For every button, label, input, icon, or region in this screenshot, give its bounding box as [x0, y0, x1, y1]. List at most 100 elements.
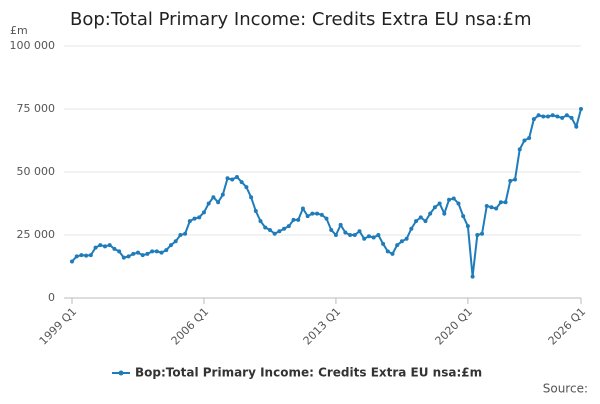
point [381, 241, 386, 246]
point [546, 114, 551, 119]
point [517, 147, 522, 152]
point [107, 243, 112, 248]
point [465, 224, 470, 229]
point [305, 214, 310, 219]
point [404, 236, 409, 241]
point [456, 201, 461, 206]
point [211, 195, 216, 200]
source: Source: [543, 382, 588, 396]
point [102, 244, 107, 249]
legend-label: Bop:Total Primary Income: Credits Extra … [135, 366, 482, 380]
point [560, 115, 565, 120]
point [564, 113, 569, 118]
point [333, 233, 338, 237]
y-tick-label: 50 000 [17, 165, 56, 178]
point [432, 205, 437, 210]
point [70, 259, 74, 264]
point [324, 216, 329, 221]
point [550, 113, 555, 118]
point [178, 233, 183, 237]
point [164, 248, 169, 253]
point [168, 243, 173, 248]
point [79, 253, 84, 258]
point [296, 217, 301, 222]
point [126, 254, 131, 259]
point [112, 246, 117, 251]
point [249, 195, 254, 200]
y-unit: £m [10, 24, 28, 37]
point [329, 227, 334, 232]
point [291, 217, 296, 222]
point [484, 204, 489, 209]
point [569, 115, 574, 120]
point [531, 117, 536, 122]
point [579, 107, 583, 111]
x-tick-label: 2026 Q1 [546, 305, 589, 348]
point [555, 114, 560, 119]
point [201, 210, 206, 215]
point [385, 249, 390, 254]
y-tick-label: 100 000 [10, 39, 56, 52]
point [536, 113, 541, 118]
point [173, 239, 178, 244]
point [282, 226, 287, 231]
point [263, 225, 268, 230]
point [267, 227, 272, 232]
point [437, 201, 442, 206]
x-tick-label: 2006 Q1 [169, 305, 212, 348]
point [366, 234, 371, 239]
point [423, 219, 428, 224]
x-tick-label: 2013 Q1 [301, 305, 344, 348]
y-tick-label: 0 [48, 291, 55, 304]
point [135, 250, 140, 255]
point [234, 175, 239, 180]
point [286, 224, 291, 229]
point [140, 253, 145, 258]
point [513, 177, 518, 182]
point [310, 211, 315, 216]
point [183, 231, 188, 236]
point [131, 251, 136, 256]
point [470, 274, 475, 279]
point [117, 249, 122, 254]
point [371, 235, 376, 240]
point [399, 239, 404, 244]
point [121, 255, 126, 260]
y-tick-label: 75 000 [17, 102, 56, 115]
point [239, 180, 244, 185]
point [150, 249, 155, 254]
point [527, 135, 532, 140]
chart-title: Bop:Total Primary Income: Credits Extra … [70, 9, 532, 30]
point [98, 243, 103, 248]
point [230, 177, 235, 182]
point [216, 200, 221, 205]
x-tick-label: 2020 Q1 [433, 305, 476, 348]
point [475, 233, 480, 237]
point [145, 251, 150, 256]
x-tick-label: 1999 Q1 [37, 305, 80, 348]
point [442, 211, 447, 216]
point [428, 211, 433, 216]
series-line [71, 108, 582, 277]
point [574, 124, 579, 129]
point [93, 245, 98, 250]
point [494, 206, 499, 211]
point [451, 196, 456, 201]
point [225, 176, 230, 181]
point [409, 226, 414, 231]
point [508, 178, 513, 183]
point [192, 216, 197, 221]
point [154, 249, 159, 254]
legend-marker [118, 370, 124, 376]
point [357, 229, 362, 234]
point [300, 206, 305, 211]
point [522, 138, 527, 143]
point [244, 185, 249, 190]
point [541, 114, 546, 119]
point [319, 212, 324, 217]
point [480, 231, 485, 236]
point [159, 250, 164, 255]
point [74, 254, 79, 259]
point [362, 236, 367, 241]
